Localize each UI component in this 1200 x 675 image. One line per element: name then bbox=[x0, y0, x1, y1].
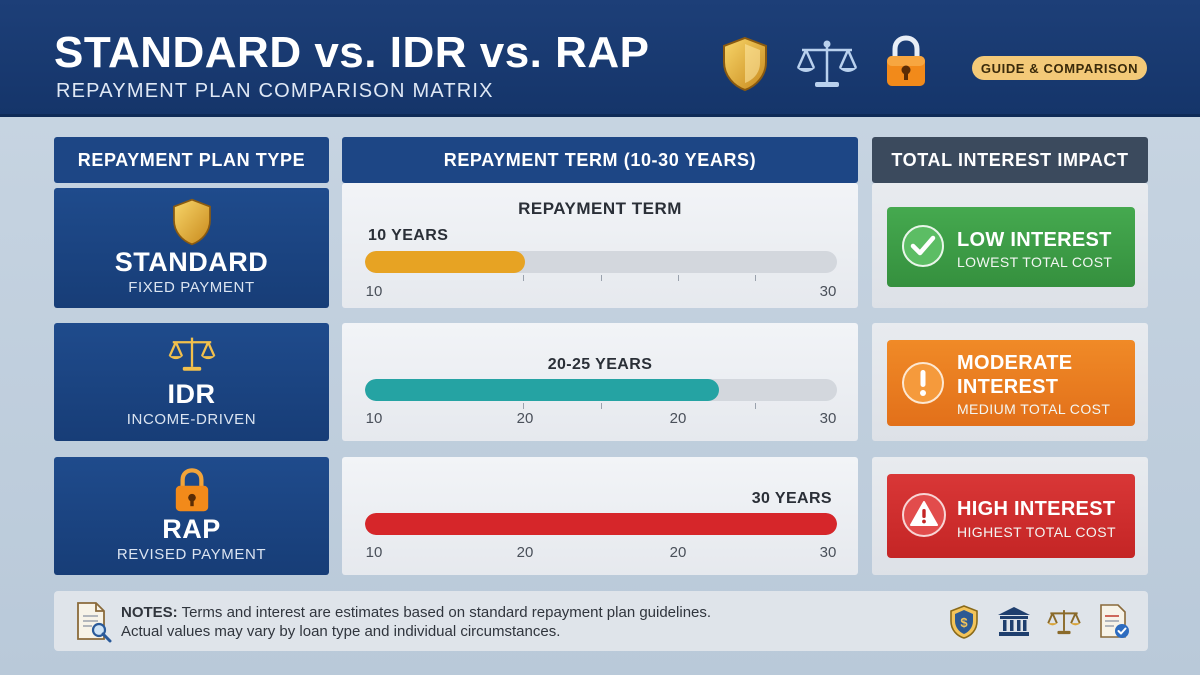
term-bar-fill bbox=[365, 513, 837, 535]
guide-badge: GUIDE & COMPARISON bbox=[972, 56, 1147, 80]
column-header-term: REPAYMENT TERM (10-30 YEARS) bbox=[342, 137, 858, 183]
warning-icon bbox=[902, 493, 946, 537]
plan-subtitle: REVISED PAYMENT bbox=[116, 546, 267, 563]
scales-icon bbox=[168, 337, 215, 371]
plan-card-standard: STANDARD FIXED PAYMENT bbox=[54, 188, 329, 308]
column-header-impact: TOTAL INTEREST IMPACT bbox=[872, 137, 1148, 183]
tick-label: 20 bbox=[516, 544, 534, 561]
impact-subtitle: LOWEST TOTAL COST bbox=[957, 254, 1113, 270]
tick-label: 10 bbox=[365, 544, 383, 561]
term-bar-track bbox=[365, 379, 837, 401]
impact-card-high: HIGH INTEREST HIGHEST TOTAL COST bbox=[887, 474, 1135, 558]
plan-subtitle: INCOME-DRIVEN bbox=[126, 411, 257, 428]
page-subtitle: REPAYMENT PLAN COMPARISON MATRIX bbox=[56, 80, 494, 102]
term-panel-title: REPAYMENT TERM bbox=[518, 199, 682, 218]
scales-icon bbox=[796, 40, 858, 87]
document-search-icon bbox=[77, 602, 112, 643]
bank-icon bbox=[998, 607, 1030, 636]
notes-text: NOTES: Terms and interest are estimates … bbox=[121, 603, 711, 641]
term-value-label: 10 YEARS bbox=[368, 227, 449, 244]
tick-mark bbox=[601, 275, 602, 281]
plan-name: STANDARD bbox=[114, 247, 269, 277]
term-bar-fill bbox=[365, 251, 525, 273]
plan-subtitle: FIXED PAYMENT bbox=[128, 279, 255, 296]
tick-label: 30 bbox=[819, 283, 837, 300]
svg-text:$: $ bbox=[960, 615, 968, 630]
exclamation-icon bbox=[902, 362, 944, 404]
tick-mark bbox=[755, 403, 756, 409]
impact-title: HIGH INTEREST bbox=[957, 498, 1116, 520]
term-value-label: 20-25 YEARS bbox=[547, 356, 653, 373]
tick-label: 10 bbox=[365, 283, 383, 300]
impact-card-moderate: MODERATE INTEREST MEDIUM TOTAL COST bbox=[887, 340, 1135, 426]
padlock-icon bbox=[175, 468, 208, 512]
plan-card-idr: IDR INCOME-DRIVEN bbox=[54, 323, 329, 441]
scales-icon bbox=[1047, 610, 1081, 635]
impact-title: LOW INTEREST bbox=[957, 229, 1112, 251]
notes-line-1: Terms and interest are estimates based o… bbox=[181, 604, 712, 621]
tick-mark bbox=[523, 403, 524, 409]
checkmark-icon bbox=[902, 225, 944, 267]
tick-label: 10 bbox=[365, 410, 383, 427]
notes-line-2: Actual values may vary by loan type and … bbox=[121, 623, 561, 640]
tick-mark bbox=[523, 275, 524, 281]
shield-icon bbox=[172, 198, 211, 246]
notes-panel: NOTES: Terms and interest are estimates … bbox=[54, 591, 1148, 651]
impact-title: MODERATE INTEREST bbox=[957, 352, 1073, 398]
impact-subtitle: HIGHEST TOTAL COST bbox=[957, 524, 1116, 540]
header-banner: STANDARD vs. IDR vs. RAP REPAYMENT PLAN … bbox=[0, 0, 1200, 117]
impact-subtitle: MEDIUM TOTAL COST bbox=[957, 401, 1111, 417]
term-panel-rap: 30 YEARS 10 20 20 30 bbox=[342, 457, 858, 575]
term-value-label: 30 YEARS bbox=[751, 490, 832, 507]
padlock-icon bbox=[887, 35, 925, 86]
tick-label: 20 bbox=[669, 410, 687, 427]
page-title: STANDARD vs. IDR vs. RAP bbox=[54, 28, 650, 77]
tick-label: 20 bbox=[669, 544, 687, 561]
tick-label: 30 bbox=[819, 410, 837, 427]
term-panel-standard: REPAYMENT TERM 10 YEARS 10 30 bbox=[342, 183, 858, 308]
term-panel-idr: 20-25 YEARS 10 20 20 30 bbox=[342, 323, 858, 441]
tick-label: 20 bbox=[516, 410, 534, 427]
shield-dollar-icon: $ bbox=[950, 605, 978, 639]
tick-mark bbox=[755, 275, 756, 281]
notes-label: NOTES: bbox=[121, 604, 178, 621]
plan-card-rap: RAP REVISED PAYMENT bbox=[54, 457, 329, 575]
tick-label: 30 bbox=[819, 544, 837, 561]
tick-mark bbox=[678, 275, 679, 281]
plan-name: RAP bbox=[162, 514, 221, 544]
tick-mark bbox=[601, 403, 602, 409]
impact-card-low: LOW INTEREST LOWEST TOTAL COST bbox=[887, 207, 1135, 287]
term-bar-track bbox=[365, 513, 837, 535]
document-check-icon bbox=[1100, 604, 1129, 638]
term-bar-track bbox=[365, 251, 837, 273]
shield-icon bbox=[723, 36, 767, 92]
column-header-plan-type: REPAYMENT PLAN TYPE bbox=[54, 137, 329, 183]
term-bar-fill bbox=[365, 379, 719, 401]
plan-name: IDR bbox=[167, 379, 216, 409]
